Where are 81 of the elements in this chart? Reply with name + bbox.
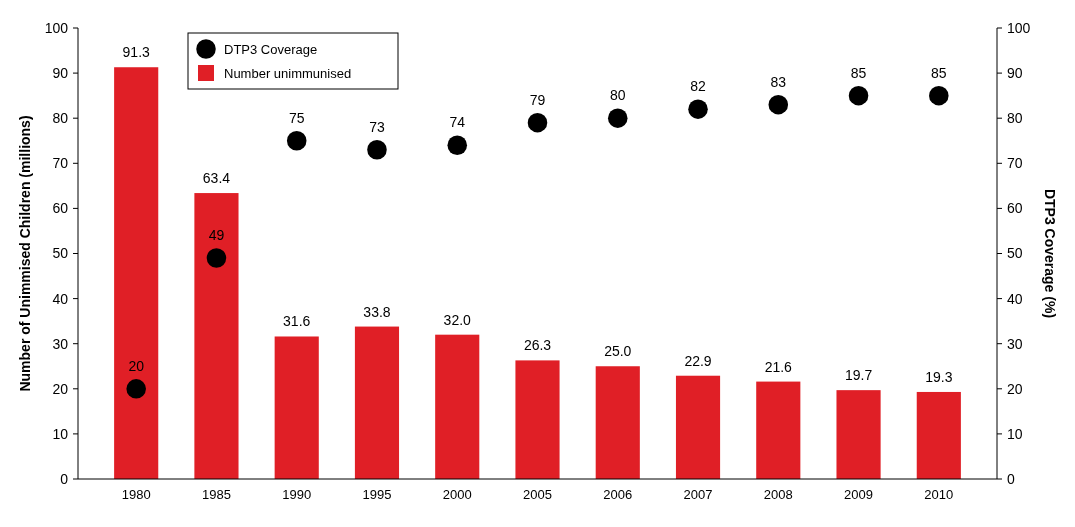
x-tick-label: 2007 (683, 487, 713, 502)
data-label: 49 (208, 227, 225, 244)
y-tick-label: 80 (52, 110, 69, 127)
y2-tick-label: 40 (1007, 290, 1023, 307)
y2-tick-label: 60 (1007, 200, 1023, 217)
legend-label: Number unimmunised (224, 65, 352, 81)
point (527, 112, 548, 133)
y-tick-label: 60 (52, 200, 69, 217)
data-label: 25.0 (604, 343, 632, 360)
bar (515, 360, 560, 479)
y-tick-label: 90 (52, 65, 69, 81)
data-label: 80 (609, 87, 626, 104)
point (848, 85, 869, 106)
data-label: 20 (128, 357, 145, 374)
y2-tick-label: 90 (1007, 65, 1023, 81)
point (607, 108, 628, 128)
y2-tick-label: 0 (1007, 470, 1015, 487)
x-tick-label: 1985 (201, 487, 231, 502)
y-axis-title: Number of Unimmised Children (millions) (17, 115, 33, 392)
y2-axis-title: DTP3 Coverage (%) (1042, 188, 1058, 319)
y-tick-label: 10 (52, 425, 69, 442)
y2-tick-label: 20 (1007, 380, 1023, 397)
y-tick-label: 50 (52, 245, 69, 262)
y-tick-label: 40 (52, 290, 69, 307)
point (126, 379, 146, 399)
x-tick-label: 1995 (362, 487, 392, 502)
point (206, 248, 227, 268)
data-label: 79 (529, 91, 546, 108)
data-label: 75 (288, 109, 305, 126)
y2-tick-label: 100 (1007, 19, 1031, 36)
y2-tick-label: 70 (1007, 155, 1023, 172)
data-label: 33.8 (363, 303, 391, 320)
y2-tick-label: 50 (1007, 245, 1023, 262)
bar (675, 375, 721, 479)
y2-tick-label: 10 (1007, 425, 1023, 442)
y-tick-label: 100 (44, 19, 69, 36)
bar (836, 390, 881, 479)
bar (435, 334, 480, 479)
data-label: 82 (690, 78, 707, 95)
data-label: 63.4 (202, 170, 231, 187)
bar (274, 336, 319, 479)
bar (114, 67, 159, 479)
y2-tick-label: 80 (1007, 110, 1023, 127)
x-tick-label: 2010 (924, 487, 954, 502)
data-label: 85 (931, 64, 947, 81)
point (286, 131, 307, 151)
data-label: 91.3 (122, 44, 151, 61)
y-tick-label: 70 (52, 155, 69, 172)
data-label: 22.9 (684, 352, 712, 369)
point (768, 94, 789, 115)
data-label: 31.6 (283, 313, 311, 330)
bar (756, 381, 801, 479)
x-tick-label: 2006 (603, 487, 633, 502)
data-label: 19.7 (844, 367, 873, 384)
point (929, 85, 949, 106)
legend-label: DTP3 Coverage (224, 41, 318, 57)
data-label: 26.3 (523, 337, 552, 354)
bar (916, 391, 961, 479)
x-tick-label: 2009 (844, 487, 874, 502)
bar (595, 366, 640, 479)
y2-tick-label: 30 (1007, 335, 1023, 352)
data-label: 83 (770, 73, 787, 90)
x-tick-label: 2005 (523, 487, 552, 502)
x-tick-label: 1980 (121, 487, 151, 502)
data-label: 73 (369, 118, 385, 135)
y-tick-label: 30 (52, 335, 69, 352)
data-label: 21.6 (764, 358, 793, 375)
point (447, 135, 468, 156)
point (688, 99, 708, 119)
point (367, 140, 387, 160)
y-tick-label: 20 (52, 380, 69, 397)
data-label: 32.0 (443, 311, 472, 328)
x-tick-label: 1990 (282, 487, 312, 502)
x-tick-label: 2000 (442, 487, 472, 502)
data-label: 19.3 (925, 368, 953, 385)
x-tick-label: 2008 (763, 487, 793, 502)
bar (194, 193, 239, 479)
bar (354, 326, 400, 479)
y-tick-label: 0 (60, 470, 69, 487)
data-label: 85 (850, 64, 867, 81)
data-label: 74 (449, 114, 466, 131)
